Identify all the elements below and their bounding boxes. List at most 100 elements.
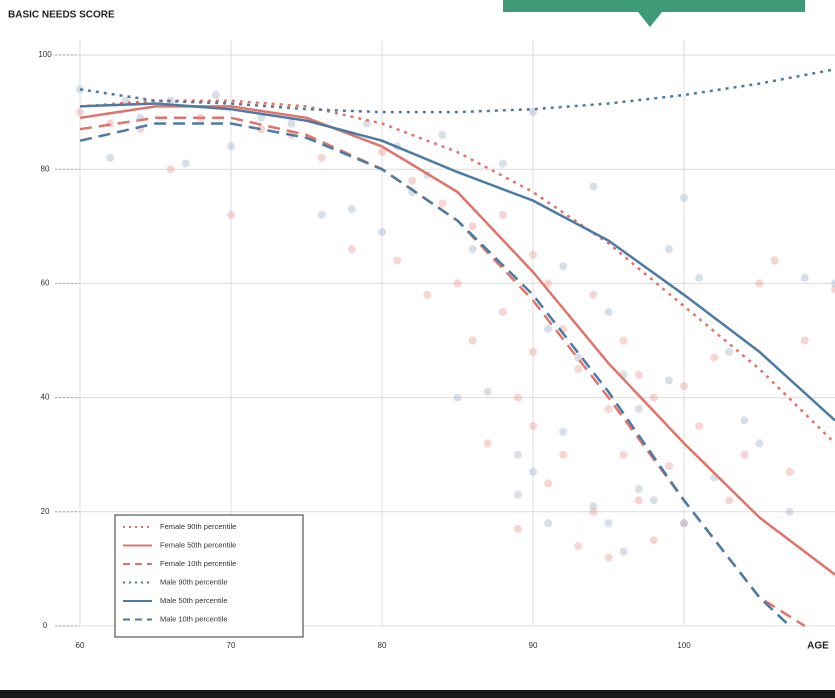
data-point <box>664 245 673 254</box>
legend-label: Female 90th percentile <box>160 522 236 531</box>
data-point <box>513 524 522 533</box>
data-point <box>755 279 764 288</box>
data-point <box>468 336 477 345</box>
data-point <box>498 159 507 168</box>
data-point <box>453 393 462 402</box>
x-tick-label: 100 <box>677 641 691 650</box>
y-tick-label: 60 <box>41 279 50 288</box>
data-point <box>211 90 220 99</box>
data-point <box>544 479 553 488</box>
data-point <box>544 325 553 334</box>
data-point <box>513 450 522 459</box>
chart-title: BASIC NEEDS SCORE <box>8 10 115 21</box>
data-point <box>755 439 764 448</box>
data-point <box>76 85 84 94</box>
data-point <box>257 125 266 134</box>
data-point <box>619 450 628 459</box>
data-point <box>695 273 704 282</box>
footer-bar <box>0 690 835 698</box>
data-point <box>664 462 673 471</box>
data-point <box>468 222 477 231</box>
data-point <box>483 439 492 448</box>
data-point <box>362 119 371 128</box>
series-line <box>79 99 835 445</box>
data-point <box>589 182 598 191</box>
data-point <box>317 210 326 219</box>
data-point <box>76 108 84 117</box>
legend-label: Male 90th percentile <box>160 577 228 586</box>
data-point <box>785 467 794 476</box>
y-tick-label: 80 <box>41 164 50 173</box>
series-line <box>79 68 835 114</box>
data-point <box>710 353 719 362</box>
data-point <box>498 210 507 219</box>
data-point <box>604 307 613 316</box>
data-point <box>378 228 386 237</box>
series-line <box>79 102 835 422</box>
banner <box>503 0 805 12</box>
data-point <box>800 336 809 345</box>
data-point <box>559 427 568 436</box>
data-point <box>378 148 386 157</box>
data-point <box>770 256 779 265</box>
data-point <box>529 467 537 476</box>
data-point <box>529 422 537 431</box>
x-tick-label: 60 <box>76 641 85 650</box>
data-point <box>106 153 115 162</box>
y-tick-label: 100 <box>38 50 52 59</box>
data-point <box>589 502 598 511</box>
data-point <box>604 405 613 414</box>
data-point <box>317 153 326 162</box>
y-tick-label: 0 <box>43 621 48 630</box>
legend-box <box>114 514 304 638</box>
data-point <box>740 450 749 459</box>
data-point <box>725 496 734 505</box>
data-point <box>574 542 583 551</box>
data-point <box>725 347 734 356</box>
data-point <box>619 547 628 556</box>
data-point <box>559 450 568 459</box>
data-point <box>347 245 356 254</box>
data-point <box>604 519 613 528</box>
data-point <box>468 245 477 254</box>
legend-label: Female 10th percentile <box>160 559 236 568</box>
x-tick-label: 70 <box>227 641 236 650</box>
data-point <box>680 519 688 528</box>
y-tick-label: 20 <box>41 507 50 516</box>
legend-label: Female 50th percentile <box>160 540 236 549</box>
data-point <box>589 507 598 516</box>
data-point <box>589 290 598 299</box>
data-point <box>785 507 794 516</box>
data-point <box>393 256 402 265</box>
data-point <box>227 142 235 151</box>
data-point <box>498 307 507 316</box>
series-line <box>79 122 791 627</box>
banner-pointer <box>638 12 662 27</box>
data-point <box>604 553 613 562</box>
series-line <box>79 105 835 576</box>
data-point <box>483 387 492 396</box>
data-point <box>831 279 835 288</box>
data-point <box>544 519 553 528</box>
data-point <box>453 279 462 288</box>
data-point <box>121 96 130 105</box>
data-point <box>559 262 568 271</box>
data-point <box>574 365 583 374</box>
data-point <box>227 210 235 219</box>
x-tick-label: 90 <box>529 641 538 650</box>
data-point <box>800 273 809 282</box>
data-point <box>529 250 537 259</box>
data-point <box>513 393 522 402</box>
data-point <box>695 422 704 431</box>
data-point <box>513 490 522 499</box>
data-point <box>438 130 447 139</box>
data-point <box>649 496 658 505</box>
data-point <box>634 370 643 379</box>
data-point <box>680 193 688 202</box>
data-point <box>664 376 673 385</box>
data-point <box>634 496 643 505</box>
data-point <box>740 416 749 425</box>
data-point <box>408 176 417 185</box>
x-axis-label: AGE <box>807 641 829 652</box>
